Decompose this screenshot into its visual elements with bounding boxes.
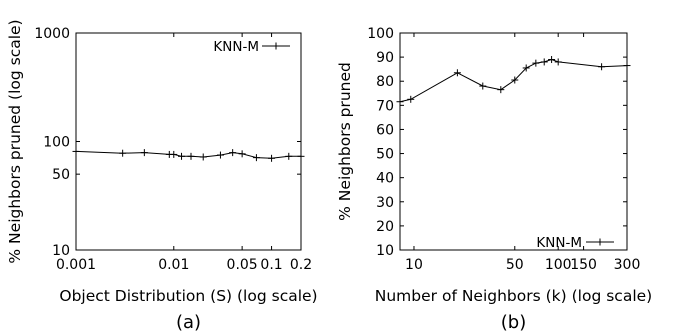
y-tick-label-a-1: 50 — [52, 167, 70, 183]
x-tick-label-b-3: 150 — [570, 257, 597, 273]
legend-point-b — [596, 238, 604, 246]
data-point-b-11 — [598, 63, 606, 71]
data-point-a-6 — [187, 152, 195, 160]
data-point-b-2 — [453, 69, 461, 77]
legend-a: KNN-M — [213, 39, 290, 55]
data-point-b-3 — [479, 82, 487, 90]
x-tick-label-b-1: 50 — [506, 257, 524, 273]
data-point-b-9 — [548, 56, 556, 64]
x-axis-label-a: Object Distribution (S) (log scale) — [59, 287, 317, 305]
y-axis-label-b: % Neighbors pruned — [336, 62, 354, 221]
series-line-a-0 — [75, 150, 301, 159]
plot-area-a — [75, 32, 302, 251]
plot-area-b — [399, 32, 628, 251]
x-tick-label-b-4: 300 — [614, 257, 641, 273]
data-point-b-1 — [407, 95, 415, 103]
y-tick-label-b-1: 20 — [376, 219, 394, 235]
y-tick-label-b-3: 40 — [376, 171, 394, 187]
legend-marker-b — [596, 238, 604, 246]
data-point-b-10 — [554, 58, 562, 66]
data-point-a-11 — [252, 154, 260, 162]
data-point-a-5 — [178, 152, 186, 160]
data-point-b-7 — [532, 59, 540, 67]
data-point-a-7 — [199, 153, 207, 161]
y-axis-label-a: % Neighbors pruned (log scale) — [6, 19, 24, 263]
panel-label-b: (b) — [501, 312, 526, 333]
y-tick-label-a-2: 100 — [43, 135, 70, 151]
data-point-a-10 — [238, 150, 246, 158]
legend-marker-a — [272, 42, 280, 50]
x-tick-label-a-0: 0.001 — [56, 257, 96, 273]
data-point-b-0 — [396, 98, 404, 106]
x-tick-label-b-0: 10 — [405, 257, 423, 273]
legend-label-b: KNN-M — [536, 235, 582, 251]
data-point-a-13 — [285, 152, 293, 160]
data-point-b-12 — [623, 62, 631, 70]
data-point-a-8 — [216, 151, 224, 159]
data-point-b-8 — [540, 58, 548, 66]
series-line-b-0 — [399, 58, 628, 103]
data-point-a-9 — [229, 149, 237, 157]
y-tick-label-b-2: 30 — [376, 195, 394, 211]
y-tick-label-b-6: 70 — [376, 98, 394, 114]
panel-label-a: (a) — [176, 312, 201, 333]
data-point-a-4 — [170, 150, 178, 158]
data-point-a-2 — [140, 149, 148, 157]
x-tick-label-b-2: 100 — [545, 257, 572, 273]
data-point-a-12 — [268, 154, 276, 162]
y-tick-label-b-4: 50 — [376, 147, 394, 163]
data-point-a-14 — [297, 152, 305, 160]
x-tick-label-a-3: 0.1 — [260, 257, 282, 273]
data-point-b-5 — [511, 76, 519, 84]
x-axis-label-b: Number of Neighbors (k) (log scale) — [375, 287, 652, 305]
y-tick-label-b-7: 80 — [376, 74, 394, 90]
x-tick-label-a-1: 0.01 — [158, 257, 189, 273]
y-tick-label-a-3: 1000 — [34, 26, 70, 42]
legend-point-a — [272, 42, 280, 50]
data-point-a-0 — [72, 147, 80, 155]
chart-a: 0.001 0.01 0.05 0.1 0.2 10 50 100 1000 Object Di… — [6, 19, 318, 333]
y-tick-label-a-0: 10 — [52, 243, 70, 259]
legend-label-a: KNN-M — [213, 39, 259, 55]
y-tick-label-b-0: 10 — [376, 243, 394, 259]
x-tick-label-a-4: 0.2 — [290, 257, 312, 273]
data-point-b-4 — [497, 86, 505, 94]
x-tick-label-a-2: 0.05 — [227, 257, 258, 273]
series-b — [396, 56, 631, 106]
y-tick-label-b-9: 100 — [367, 26, 394, 42]
data-point-a-1 — [119, 149, 127, 157]
y-tick-label-b-5: 60 — [376, 122, 394, 138]
legend-b: KNN-M — [536, 235, 614, 251]
data-point-b-6 — [522, 64, 530, 72]
series-a — [72, 147, 305, 162]
axis-ticks-a: 0.001 0.01 0.05 0.1 0.2 10 50 100 1000 — [34, 26, 312, 273]
y-tick-label-b-8: 90 — [376, 50, 394, 66]
